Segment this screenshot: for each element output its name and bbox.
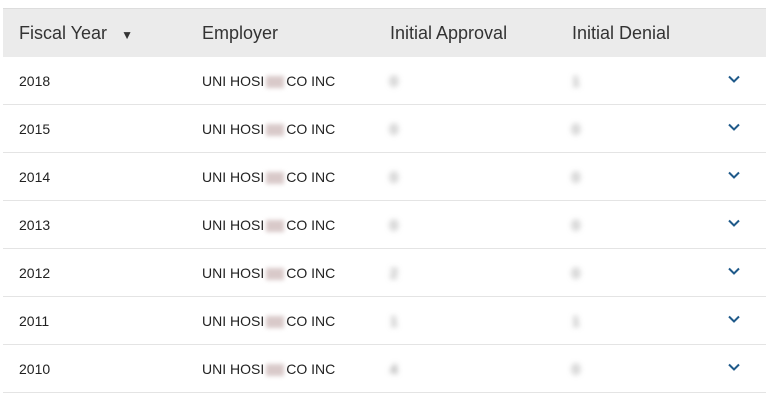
redacted-text bbox=[266, 75, 285, 88]
initial-approval: 0 bbox=[390, 168, 398, 185]
chevron-down-icon[interactable] bbox=[727, 72, 741, 89]
fiscal-year: 2012 bbox=[19, 264, 51, 281]
initial-denial: 0 bbox=[572, 216, 580, 233]
table-row[interactable]: 2010 UNI HOSI CO INC 4 0 bbox=[3, 345, 766, 393]
redacted-text bbox=[266, 363, 285, 376]
initial-approval: 4 bbox=[390, 360, 398, 377]
header-employer[interactable]: Employer bbox=[202, 22, 279, 43]
chevron-down-icon[interactable] bbox=[727, 168, 741, 185]
employer: UNI HOSI CO INC bbox=[202, 264, 336, 281]
employer: UNI HOSI CO INC bbox=[202, 120, 336, 137]
initial-approval: 2 bbox=[390, 264, 398, 281]
chevron-down-icon[interactable] bbox=[727, 264, 741, 281]
chevron-down-icon[interactable] bbox=[727, 120, 741, 137]
initial-denial: 0 bbox=[572, 120, 580, 137]
initial-approval: 1 bbox=[390, 312, 398, 329]
redacted-text bbox=[266, 315, 285, 328]
results-table: Fiscal Year ▼ Employer Initial Approval I… bbox=[3, 8, 766, 393]
table-row[interactable]: 2011 UNI HOSI CO INC 1 1 bbox=[3, 297, 766, 345]
initial-denial: 0 bbox=[572, 360, 580, 377]
fiscal-year: 2010 bbox=[19, 360, 51, 377]
employer: UNI HOSI CO INC bbox=[202, 360, 336, 377]
fiscal-year: 2018 bbox=[19, 72, 51, 89]
header-fiscal-year[interactable]: Fiscal Year ▼ bbox=[19, 22, 133, 43]
employer: UNI HOSI CO INC bbox=[202, 168, 336, 185]
table-header: Fiscal Year ▼ Employer Initial Approval I… bbox=[3, 8, 766, 57]
redacted-text bbox=[266, 267, 285, 280]
header-initial-approval[interactable]: Initial Approval bbox=[390, 22, 508, 43]
employer: UNI HOSI CO INC bbox=[202, 72, 336, 89]
table-row[interactable]: 2012 UNI HOSI CO INC 2 0 bbox=[3, 249, 766, 297]
chevron-down-icon[interactable] bbox=[727, 360, 741, 377]
table-row[interactable]: 2018 UNI HOSI CO INC 0 1 bbox=[3, 57, 766, 105]
table-row[interactable]: 2014 UNI HOSI CO INC 0 0 bbox=[3, 153, 766, 201]
initial-approval: 0 bbox=[390, 72, 398, 89]
chevron-down-icon[interactable] bbox=[727, 216, 741, 233]
table-row[interactable]: 2015 UNI HOSI CO INC 0 0 bbox=[3, 105, 766, 153]
fiscal-year: 2015 bbox=[19, 120, 51, 137]
header-initial-denial[interactable]: Initial Denial bbox=[572, 22, 671, 43]
employer: UNI HOSI CO INC bbox=[202, 312, 336, 329]
initial-approval: 0 bbox=[390, 216, 398, 233]
initial-denial: 1 bbox=[572, 72, 580, 89]
initial-denial: 1 bbox=[572, 312, 580, 329]
redacted-text bbox=[266, 171, 285, 184]
fiscal-year: 2014 bbox=[19, 168, 51, 185]
fiscal-year: 2011 bbox=[19, 312, 50, 329]
initial-approval: 0 bbox=[390, 120, 398, 137]
table-row[interactable]: 2013 UNI HOSI CO INC 0 0 bbox=[3, 201, 766, 249]
chevron-down-icon[interactable] bbox=[727, 312, 741, 329]
initial-denial: 0 bbox=[572, 168, 580, 185]
redacted-text bbox=[266, 219, 285, 232]
fiscal-year: 2013 bbox=[19, 216, 51, 233]
caret-down-icon[interactable]: ▼ bbox=[121, 27, 133, 42]
redacted-text bbox=[266, 123, 285, 136]
initial-denial: 0 bbox=[572, 264, 580, 281]
employer: UNI HOSI CO INC bbox=[202, 216, 336, 233]
